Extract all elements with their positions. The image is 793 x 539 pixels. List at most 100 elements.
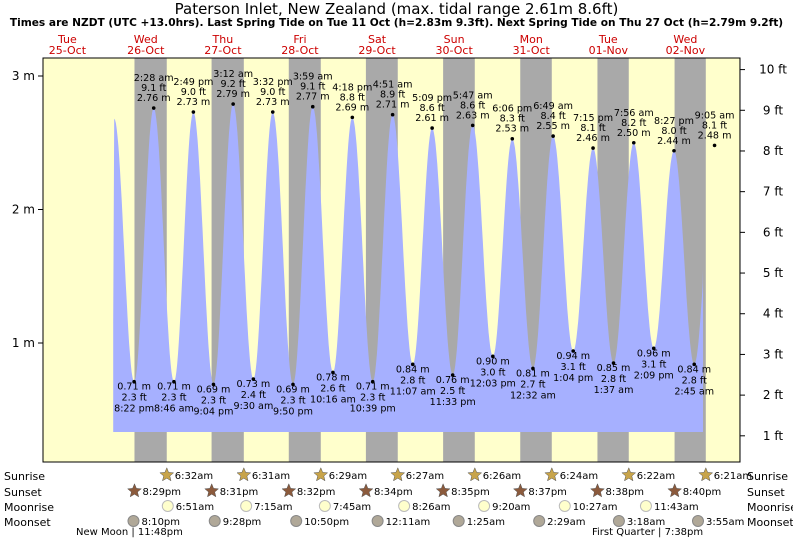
- day-name: Wed: [134, 33, 158, 46]
- extreme-point: [370, 379, 375, 384]
- extreme-label: 8.0 ft: [661, 126, 687, 137]
- extreme-label: 2:28 am: [134, 73, 174, 84]
- extreme-label: 8:46 am: [154, 404, 194, 415]
- day-name: Mon: [520, 33, 543, 46]
- sunset-time: 8:34pm: [374, 487, 413, 498]
- extreme-label: 0.69 m: [197, 384, 231, 395]
- extreme-label: 9.0 ft: [260, 87, 286, 98]
- extreme-label: 12:03 pm: [470, 378, 516, 389]
- extreme-point: [231, 102, 235, 106]
- day-date: 29-Oct: [358, 44, 396, 57]
- extreme-label: 2.8 ft: [400, 375, 426, 386]
- sunrise-icon: [544, 467, 560, 482]
- plot-frame: [42, 57, 741, 463]
- extreme-label: 8.4 ft: [540, 111, 566, 122]
- extreme-label: 2.3 ft: [201, 395, 227, 406]
- extreme-label: 0.84 m: [396, 364, 430, 375]
- sunset-icon: [435, 483, 451, 498]
- moonset-time: 10:50pm: [304, 517, 349, 528]
- extreme-label: 9.1 ft: [300, 82, 326, 93]
- extreme-label: 3:12 am: [213, 69, 253, 80]
- extreme-label: 11:07 am: [390, 386, 436, 397]
- moonset-time: 3:55am: [706, 517, 744, 528]
- moonset-icon: [208, 515, 221, 527]
- extreme-label: 0.69 m: [276, 384, 310, 395]
- sunrise-icon: [467, 467, 483, 482]
- extreme-point: [470, 123, 475, 128]
- row-label-left: Sunset: [4, 486, 42, 499]
- day-name: Wed: [673, 33, 697, 46]
- moonrise-time: 9:20am: [492, 502, 530, 513]
- extreme-label: 2.3 ft: [121, 393, 147, 404]
- day-name: Tue: [598, 33, 618, 46]
- extreme-label: 8.9 ft: [380, 90, 406, 101]
- day-date: 25-Oct: [49, 44, 87, 57]
- sunset-time: 8:38pm: [605, 487, 644, 498]
- sunset-icon: [126, 483, 142, 498]
- sunrise-time: 6:27am: [406, 471, 444, 482]
- extreme-label: 2:49 pm: [173, 77, 213, 88]
- extreme-label: 3.1 ft: [641, 359, 667, 370]
- moonrise-time: 7:45am: [333, 502, 371, 513]
- moonrise-time: 6:51am: [176, 502, 214, 513]
- sunrise-time: 6:32am: [175, 471, 213, 482]
- moonset-time: 2:29am: [547, 517, 585, 528]
- extreme-label: 10:39 pm: [350, 404, 396, 415]
- day-date: 28-Oct: [281, 44, 319, 57]
- extreme-label: 0.71 m: [356, 382, 390, 393]
- sunset-icon: [281, 483, 297, 498]
- right-axis-label: 1 ft: [763, 429, 783, 443]
- extreme-label: 8.6 ft: [460, 100, 486, 111]
- extreme-label: 8.1 ft: [580, 123, 606, 134]
- extreme-label: 0.90 m: [476, 356, 510, 367]
- chart-subtitle: Times are NZDT (UTC +13.0hrs). Last Spri…: [9, 17, 784, 29]
- moonrise-time: 7:15am: [254, 502, 292, 513]
- extreme-label: 2.8 ft: [682, 375, 708, 386]
- extreme-point: [551, 134, 555, 138]
- extreme-point: [251, 377, 256, 381]
- row-label-left: Sunrise: [4, 470, 45, 483]
- extreme-label: 2.79 m: [216, 89, 250, 100]
- right-axis-label: 10 ft: [759, 63, 787, 77]
- moonrise-time: 8:26am: [412, 502, 450, 513]
- sunrise-icon: [390, 467, 406, 482]
- extreme-label: 2.55 m: [536, 121, 570, 132]
- row-label-left: Moonrise: [4, 501, 54, 514]
- extreme-label: 0.85 m: [597, 363, 631, 374]
- row-label-right: Sunrise: [747, 470, 788, 483]
- sunset-icon: [358, 483, 374, 498]
- extreme-label: 0.76 m: [436, 375, 470, 386]
- extreme-label: 2.44 m: [657, 136, 691, 147]
- extreme-label: 2.76 m: [137, 93, 171, 104]
- extreme-point: [310, 104, 315, 109]
- extreme-label: 2.77 m: [296, 92, 330, 103]
- extreme-label: 2.5 ft: [440, 386, 466, 397]
- sunrise-time: 6:31am: [252, 471, 290, 482]
- sunrise-time: 6:26am: [483, 471, 521, 482]
- extreme-label: 2.8 ft: [601, 374, 627, 385]
- extreme-point: [531, 366, 535, 371]
- moonrise-time: 11:43am: [654, 502, 699, 513]
- extreme-label: 8.1 ft: [702, 120, 728, 131]
- extreme-label: 9:05 am: [695, 110, 735, 121]
- day-date: 27-Oct: [204, 44, 242, 57]
- extreme-point: [410, 362, 415, 367]
- moonset-time: 9:28pm: [223, 517, 262, 528]
- sunrise-icon: [621, 467, 637, 482]
- right-axis-label: 9 ft: [763, 103, 783, 117]
- extreme-label: 1:04 pm: [553, 373, 593, 384]
- right-axis-label: 2 ft: [763, 388, 783, 402]
- row-label-right: Moonset: [747, 516, 793, 529]
- moon-phase-label: New Moon | 11:48pm: [76, 527, 183, 538]
- moonset-icon: [127, 515, 140, 527]
- extreme-label: 6:49 am: [533, 101, 573, 112]
- sunset-time: 8:35pm: [451, 487, 490, 498]
- extreme-label: 7:56 am: [614, 108, 654, 119]
- sunset-time: 8:31pm: [220, 487, 259, 498]
- extreme-label: 4:18 pm: [332, 82, 372, 93]
- extreme-label: 3:32 pm: [253, 77, 293, 88]
- extreme-label: 9:50 pm: [273, 406, 313, 417]
- row-label-left: Moonset: [4, 516, 51, 529]
- extreme-label: 0.84 m: [677, 364, 711, 375]
- day-date: 01-Nov: [589, 44, 629, 57]
